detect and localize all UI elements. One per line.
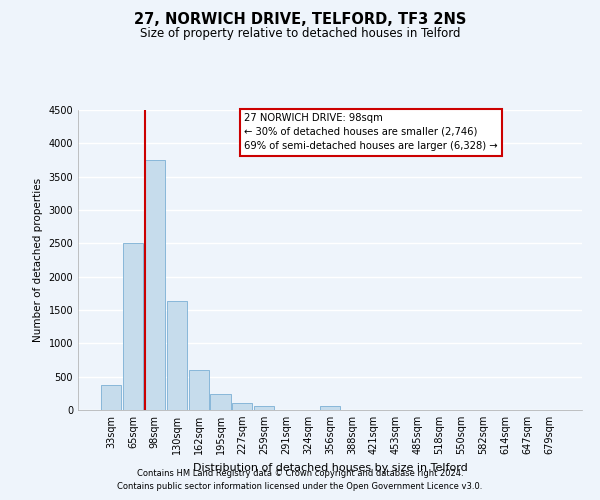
Bar — [145, 160, 165, 410]
Bar — [167, 300, 187, 410]
Bar — [320, 406, 340, 410]
Y-axis label: Number of detached properties: Number of detached properties — [33, 178, 43, 342]
Bar — [123, 242, 143, 410]
Text: 27 NORWICH DRIVE: 98sqm
← 30% of detached houses are smaller (2,746)
69% of semi: 27 NORWICH DRIVE: 98sqm ← 30% of detache… — [244, 113, 498, 151]
Text: Contains HM Land Registry data © Crown copyright and database right 2024.: Contains HM Land Registry data © Crown c… — [137, 468, 463, 477]
Bar — [211, 394, 230, 410]
Bar — [188, 370, 209, 410]
Bar — [232, 404, 253, 410]
Bar — [101, 384, 121, 410]
Bar — [254, 406, 274, 410]
X-axis label: Distribution of detached houses by size in Telford: Distribution of detached houses by size … — [193, 462, 467, 472]
Text: 27, NORWICH DRIVE, TELFORD, TF3 2NS: 27, NORWICH DRIVE, TELFORD, TF3 2NS — [134, 12, 466, 28]
Text: Size of property relative to detached houses in Telford: Size of property relative to detached ho… — [140, 28, 460, 40]
Text: Contains public sector information licensed under the Open Government Licence v3: Contains public sector information licen… — [118, 482, 482, 491]
